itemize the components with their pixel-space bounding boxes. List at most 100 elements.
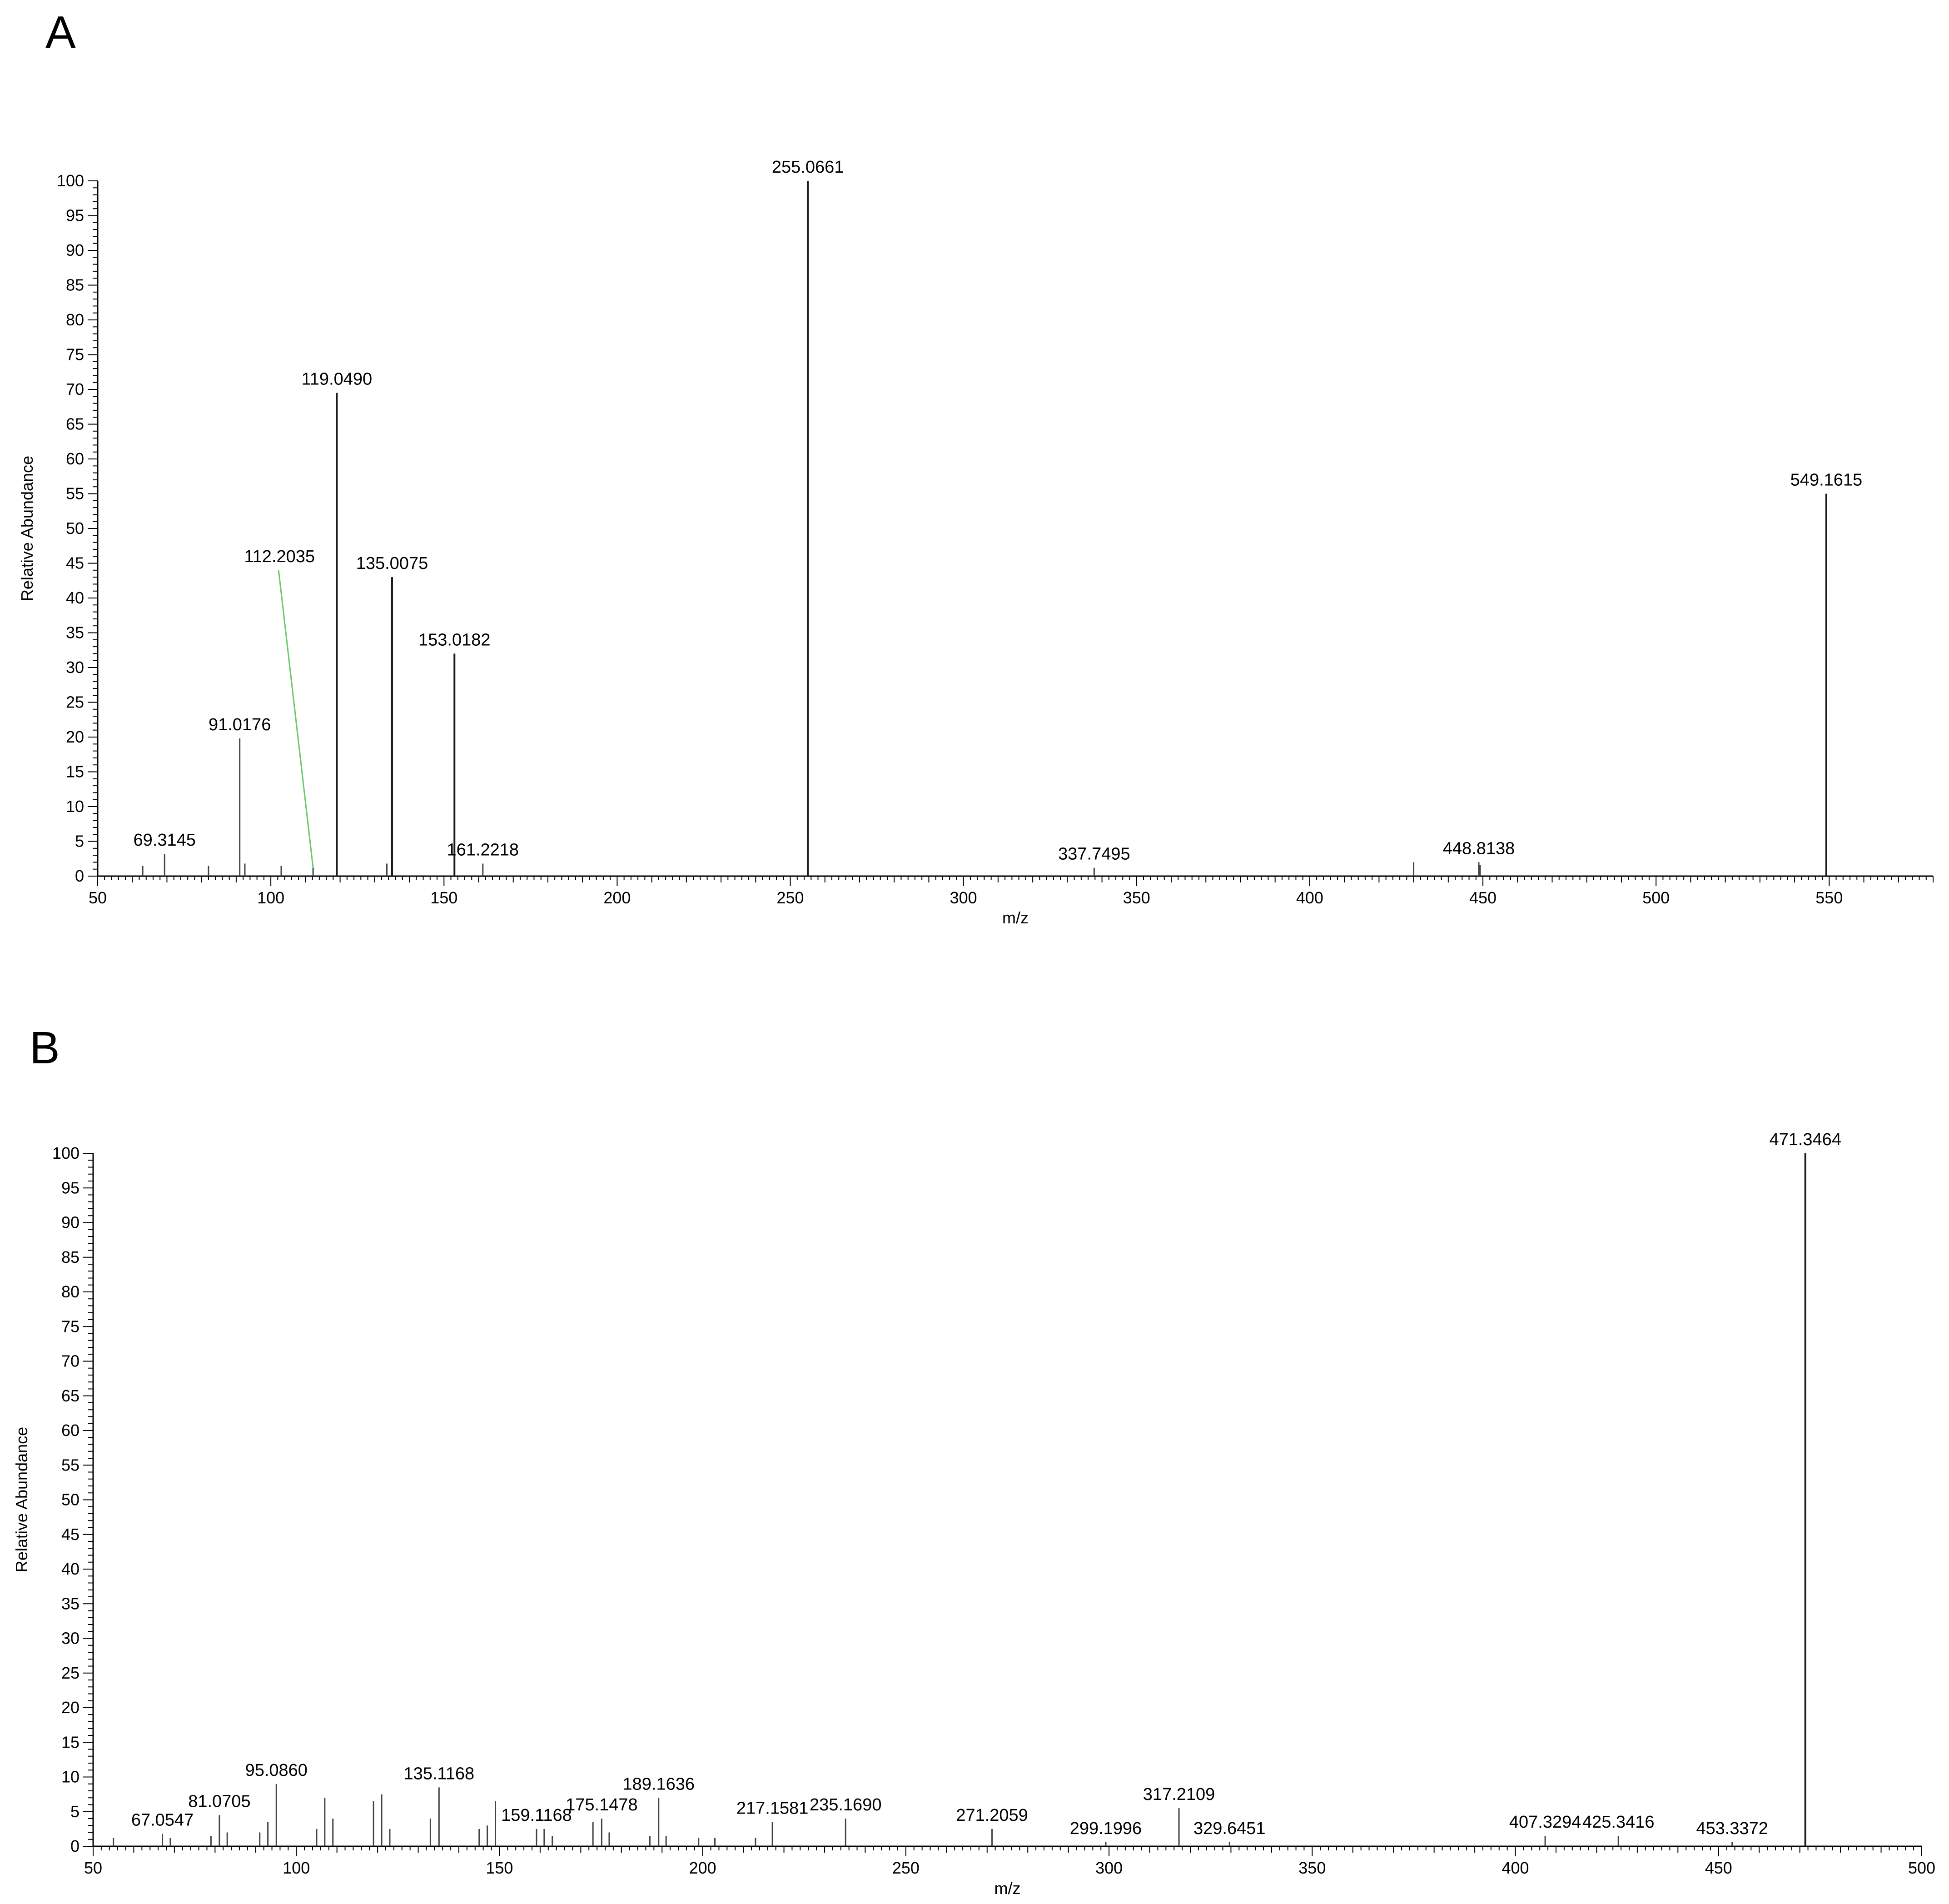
peak-label: 189.1636 bbox=[622, 1774, 695, 1794]
y-tick-label: 90 bbox=[66, 241, 84, 259]
peak-label: 81.0705 bbox=[188, 1792, 250, 1811]
y-tick-label: 65 bbox=[66, 415, 84, 434]
peak-label: 407.3294 bbox=[1509, 1813, 1581, 1832]
x-tick-label: 400 bbox=[1296, 888, 1323, 907]
y-tick-label: 85 bbox=[61, 1248, 80, 1266]
peak-label: 329.6451 bbox=[1193, 1819, 1266, 1838]
y-tick-label: 20 bbox=[66, 728, 84, 746]
x-tick-label: 300 bbox=[950, 888, 977, 907]
panel-letter-a: A bbox=[45, 7, 76, 58]
x-axis-title: m/z bbox=[994, 1879, 1021, 1898]
x-tick-label: 150 bbox=[486, 1859, 513, 1877]
peak-label: 425.3416 bbox=[1582, 1813, 1655, 1832]
x-tick-label: 200 bbox=[689, 1859, 716, 1877]
y-tick-label: 15 bbox=[66, 763, 84, 781]
y-tick-label: 60 bbox=[61, 1421, 80, 1440]
y-tick-label: 20 bbox=[61, 1698, 80, 1717]
x-tick-label: 400 bbox=[1502, 1859, 1529, 1877]
peak-label: 448.8138 bbox=[1443, 839, 1515, 858]
x-tick-label: 500 bbox=[1642, 888, 1670, 907]
peak-label: 217.1581 bbox=[736, 1799, 809, 1818]
x-tick-label: 100 bbox=[257, 888, 284, 907]
y-tick-label: 5 bbox=[75, 832, 84, 851]
y-tick-label: 60 bbox=[66, 449, 84, 468]
x-tick-label: 500 bbox=[1908, 1859, 1935, 1877]
x-tick-label: 150 bbox=[430, 888, 457, 907]
y-tick-label: 55 bbox=[66, 484, 84, 503]
y-tick-label: 75 bbox=[61, 1317, 80, 1336]
y-tick-label: 30 bbox=[66, 658, 84, 677]
peak-label-callout bbox=[278, 570, 314, 868]
y-tick-label: 10 bbox=[61, 1768, 80, 1786]
spectrum-chart-a: 0 5 10 15 20 25 30 35 40 45 50 55 60 65 70 75 80 85 90 95 10… bbox=[18, 158, 1934, 927]
y-tick-label: 25 bbox=[66, 693, 84, 712]
x-tick-label: 350 bbox=[1123, 888, 1150, 907]
y-tick-label: 0 bbox=[70, 1837, 80, 1855]
peak-label: 112.2035 bbox=[244, 547, 315, 566]
x-tick-label: 200 bbox=[603, 888, 631, 907]
peak-label: 95.0860 bbox=[245, 1761, 308, 1780]
y-tick-label: 10 bbox=[66, 797, 84, 816]
peak-label: 69.3145 bbox=[134, 831, 196, 850]
y-tick-label: 50 bbox=[61, 1490, 80, 1509]
y-tick-label: 45 bbox=[61, 1525, 80, 1544]
x-tick-label: 450 bbox=[1705, 1859, 1732, 1877]
y-tick-label: 75 bbox=[66, 345, 84, 364]
x-tick-label: 450 bbox=[1469, 888, 1497, 907]
peak-label: 119.0490 bbox=[301, 370, 372, 389]
peak-label: 337.7495 bbox=[1058, 845, 1130, 864]
y-tick-label: 70 bbox=[66, 380, 84, 399]
x-axis-title: m/z bbox=[1002, 908, 1029, 927]
y-tick-label: 35 bbox=[66, 623, 84, 642]
y-tick-label: 15 bbox=[61, 1733, 80, 1751]
y-tick-label: 85 bbox=[66, 276, 84, 294]
y-tick-label: 95 bbox=[66, 206, 84, 225]
x-tick-label: 250 bbox=[776, 888, 804, 907]
x-tick-label: 300 bbox=[1095, 1859, 1123, 1877]
peak-label: 67.0547 bbox=[131, 1811, 194, 1830]
y-tick-label: 55 bbox=[61, 1455, 80, 1474]
peak-label: 159.1168 bbox=[501, 1806, 572, 1825]
y-tick-label: 25 bbox=[61, 1664, 80, 1682]
peak-label: 235.1690 bbox=[810, 1795, 882, 1814]
peak-label: 453.3372 bbox=[1696, 1819, 1768, 1838]
y-axis-title: Relative Abundance bbox=[18, 456, 36, 601]
y-tick-label: 40 bbox=[61, 1560, 80, 1578]
y-tick-label: 0 bbox=[75, 867, 84, 885]
peak-label: 549.1615 bbox=[1790, 471, 1863, 490]
y-tick-label: 70 bbox=[61, 1352, 80, 1371]
y-tick-label: 35 bbox=[61, 1594, 80, 1613]
peak-label: 135.1168 bbox=[403, 1764, 474, 1783]
y-tick-label: 30 bbox=[61, 1629, 80, 1648]
y-tick-label: 40 bbox=[66, 588, 84, 607]
spectrum-chart-b: 0 5 10 15 20 25 30 35 40 45 50 55 60 65 70 75 80 85 90 95 10… bbox=[12, 1130, 1935, 1898]
x-tick-label: 550 bbox=[1815, 888, 1843, 907]
y-tick-label: 95 bbox=[61, 1178, 80, 1197]
y-tick-label: 5 bbox=[70, 1802, 80, 1821]
peak-label: 161.2218 bbox=[447, 840, 519, 859]
x-tick-label: 350 bbox=[1298, 1859, 1326, 1877]
y-tick-label: 80 bbox=[66, 310, 84, 329]
peak-label: 317.2109 bbox=[1143, 1785, 1215, 1804]
peak-label: 255.0661 bbox=[772, 158, 844, 177]
y-tick-label: 100 bbox=[52, 1144, 80, 1162]
peak-label: 471.3464 bbox=[1769, 1130, 1841, 1149]
peak-label: 91.0176 bbox=[209, 715, 271, 734]
y-tick-label: 90 bbox=[61, 1213, 80, 1232]
y-tick-label: 65 bbox=[61, 1386, 80, 1405]
peak-label: 153.0182 bbox=[418, 630, 491, 649]
y-tick-label: 80 bbox=[61, 1282, 80, 1301]
peak-label: 271.2059 bbox=[956, 1806, 1028, 1825]
x-tick-label: 250 bbox=[892, 1859, 920, 1877]
y-axis-title: Relative Abundance bbox=[12, 1427, 31, 1572]
y-tick-label: 45 bbox=[66, 554, 84, 573]
x-tick-label: 50 bbox=[84, 1859, 102, 1877]
y-tick-label: 50 bbox=[66, 519, 84, 538]
peak-label: 135.0075 bbox=[356, 554, 428, 573]
x-tick-label: 50 bbox=[89, 888, 107, 907]
peak-label: 299.1996 bbox=[1070, 1819, 1142, 1838]
peak-label: 175.1478 bbox=[566, 1795, 638, 1814]
panel-letter-b: B bbox=[30, 1022, 60, 1073]
